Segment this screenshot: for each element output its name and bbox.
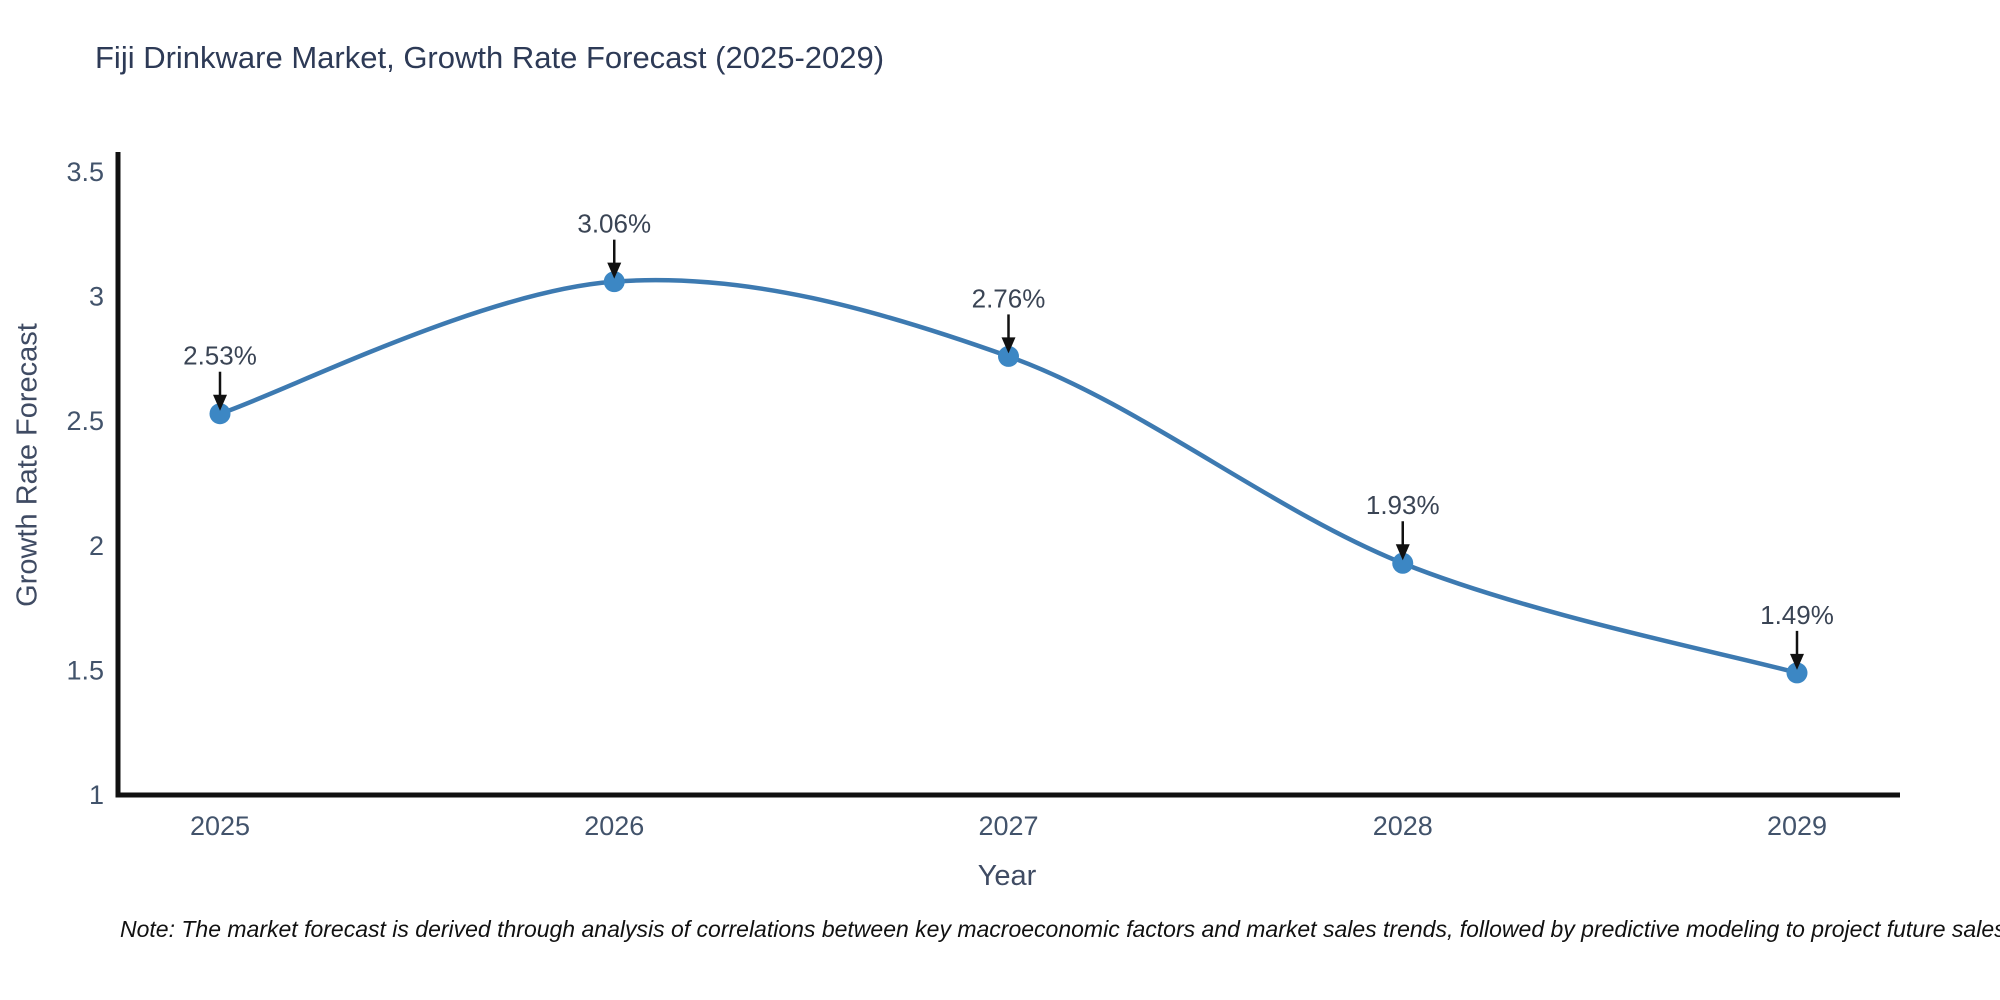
- x-tick-label: 2029: [1767, 811, 1827, 841]
- footnote: Note: The market forecast is derived thr…: [120, 916, 2000, 942]
- y-tick-label: 3.5: [66, 157, 104, 187]
- annotation-arrow-head: [1790, 653, 1804, 670]
- x-tick-label: 2025: [190, 811, 250, 841]
- annotation-arrow-head: [1001, 337, 1016, 354]
- y-tick-label: 2.5: [66, 406, 104, 436]
- annotation-label: 3.06%: [577, 209, 651, 239]
- annotation-arrow-head: [607, 262, 622, 279]
- data-point-marker: [1786, 662, 1808, 684]
- x-tick-label: 2027: [978, 811, 1038, 841]
- annotation-label: 2.53%: [183, 341, 257, 371]
- y-tick-label: 1.5: [66, 655, 104, 685]
- y-tick-label: 3: [89, 282, 104, 312]
- x-axis-title: Year: [977, 860, 1037, 892]
- annotation-arrow-head: [213, 394, 227, 411]
- x-tick-label: 2026: [584, 811, 644, 841]
- data-point-marker: [209, 403, 231, 425]
- data-point-marker: [1392, 552, 1414, 574]
- x-tick-label: 2028: [1373, 811, 1433, 841]
- annotation-arrow-head: [1395, 544, 1410, 561]
- y-tick-label: 2: [89, 531, 104, 561]
- data-point-marker: [998, 345, 1019, 367]
- data-point-marker: [603, 271, 625, 293]
- annotation-label: 1.49%: [1760, 600, 1834, 630]
- annotation-label: 1.93%: [1366, 490, 1440, 520]
- chart-title: Fiji Drinkware Market, Growth Rate Forec…: [95, 40, 885, 75]
- y-tick-label: 1: [89, 780, 104, 810]
- annotation-label: 2.76%: [972, 283, 1046, 313]
